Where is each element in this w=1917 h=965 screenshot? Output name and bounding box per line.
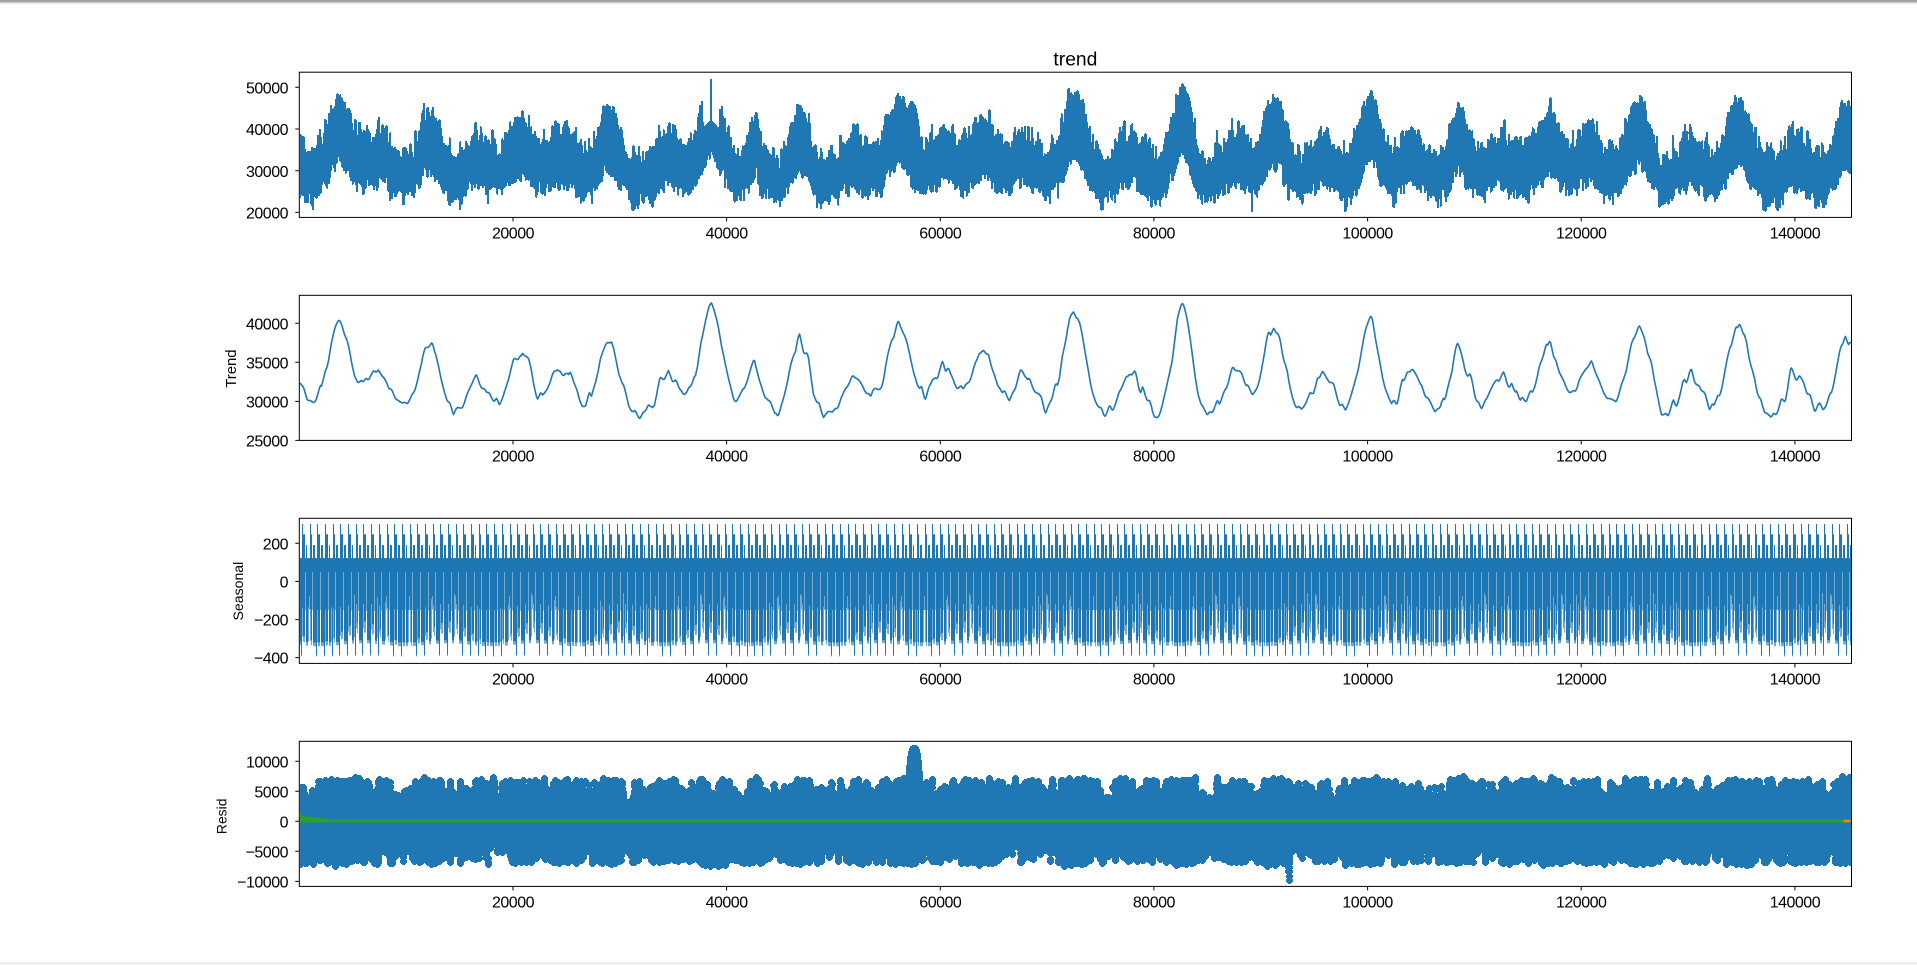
svg-text:−200: −200 — [254, 613, 289, 630]
svg-text:35000: 35000 — [246, 355, 289, 372]
svg-text:Resid: Resid — [214, 799, 230, 835]
svg-text:60000: 60000 — [919, 895, 962, 912]
svg-text:120000: 120000 — [1556, 449, 1607, 466]
svg-text:25000: 25000 — [246, 434, 289, 451]
svg-text:120000: 120000 — [1556, 672, 1607, 689]
svg-text:140000: 140000 — [1770, 449, 1821, 466]
svg-text:0: 0 — [280, 575, 289, 592]
svg-text:20000: 20000 — [492, 449, 535, 466]
svg-text:200: 200 — [263, 536, 289, 553]
svg-text:20000: 20000 — [492, 226, 535, 243]
svg-text:60000: 60000 — [919, 226, 962, 243]
svg-text:40000: 40000 — [706, 895, 749, 912]
svg-text:10000: 10000 — [246, 754, 289, 771]
svg-text:20000: 20000 — [492, 895, 535, 912]
svg-text:40000: 40000 — [706, 672, 749, 689]
svg-text:−5000: −5000 — [246, 844, 289, 861]
svg-text:40000: 40000 — [706, 226, 749, 243]
svg-text:80000: 80000 — [1133, 449, 1176, 466]
svg-text:30000: 30000 — [246, 395, 289, 412]
svg-text:0: 0 — [280, 814, 289, 831]
svg-text:50000: 50000 — [246, 80, 289, 97]
svg-text:60000: 60000 — [919, 672, 962, 689]
svg-text:trend: trend — [1053, 50, 1097, 71]
svg-text:100000: 100000 — [1342, 226, 1393, 243]
svg-text:40000: 40000 — [706, 449, 749, 466]
svg-text:120000: 120000 — [1556, 226, 1607, 243]
svg-text:−10000: −10000 — [237, 875, 288, 892]
svg-text:60000: 60000 — [919, 449, 962, 466]
svg-text:120000: 120000 — [1556, 895, 1607, 912]
svg-text:140000: 140000 — [1770, 226, 1821, 243]
svg-text:140000: 140000 — [1770, 895, 1821, 912]
svg-text:−400: −400 — [254, 651, 289, 668]
svg-text:40000: 40000 — [246, 316, 289, 333]
svg-text:40000: 40000 — [246, 122, 289, 139]
svg-text:20000: 20000 — [492, 672, 535, 689]
svg-text:Trend: Trend — [224, 349, 240, 387]
svg-text:80000: 80000 — [1133, 226, 1176, 243]
svg-text:100000: 100000 — [1342, 672, 1393, 689]
svg-text:30000: 30000 — [246, 164, 289, 181]
svg-text:Seasonal: Seasonal — [230, 562, 246, 621]
svg-text:5000: 5000 — [254, 784, 288, 801]
svg-text:80000: 80000 — [1133, 895, 1176, 912]
svg-text:20000: 20000 — [246, 206, 289, 223]
svg-text:140000: 140000 — [1770, 672, 1821, 689]
svg-text:100000: 100000 — [1342, 895, 1393, 912]
svg-text:80000: 80000 — [1133, 672, 1176, 689]
svg-text:100000: 100000 — [1342, 449, 1393, 466]
